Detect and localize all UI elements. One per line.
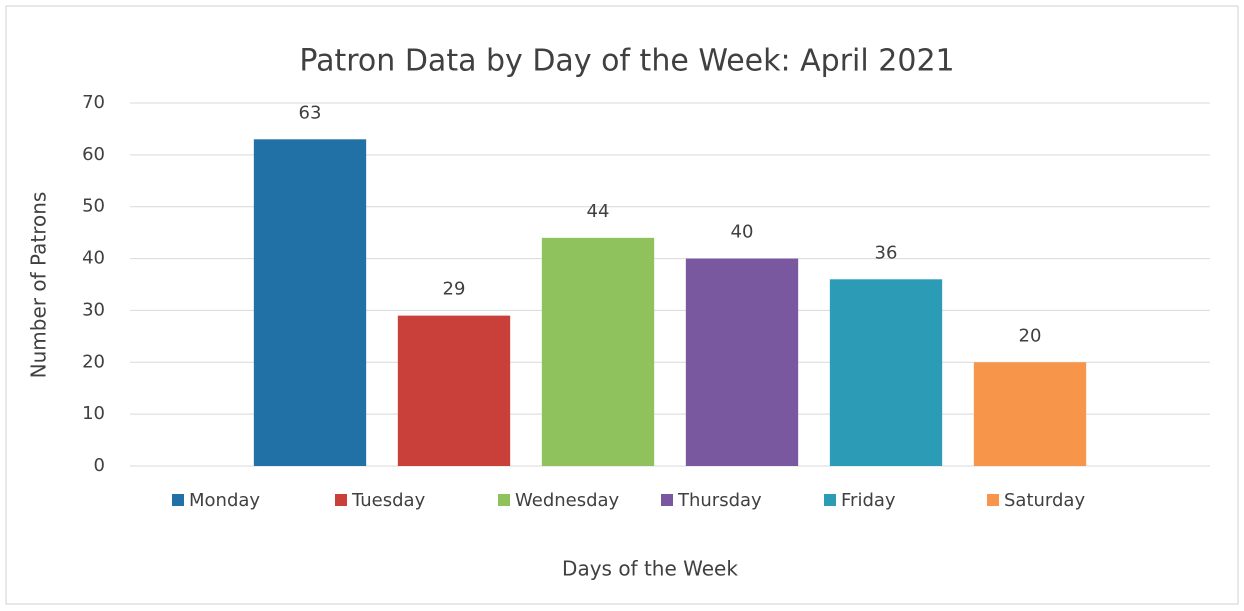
data-label: 44 [587,201,610,222]
legend-swatch [498,494,510,506]
legend-swatch [172,494,184,506]
y-tick-label: 60 [82,144,105,165]
y-tick-label: 30 [82,299,105,320]
y-tick-label: 20 [82,351,105,372]
legend-label: Tuesday [351,490,426,511]
data-label: 63 [299,102,322,123]
y-axis-label: Number of Patrons [27,192,51,379]
legend-label: Saturday [1004,490,1085,511]
data-label: 40 [731,222,754,243]
legend-swatch [987,494,999,506]
bar [541,237,655,466]
y-tick-label: 0 [94,455,105,476]
y-tick-label: 40 [82,248,105,269]
data-label: 20 [1019,325,1042,346]
bar [397,315,511,466]
y-tick-label: 70 [82,92,105,113]
bar [685,258,799,466]
y-tick-label: 50 [82,196,105,217]
data-label: 29 [443,279,466,300]
legend-label: Wednesday [515,490,620,511]
bar [253,139,367,467]
legend-swatch [824,494,836,506]
data-label: 36 [875,242,898,263]
y-tick-label: 10 [82,403,105,424]
legend-label: Friday [841,490,896,511]
legend-swatch [661,494,673,506]
legend-label: Monday [189,490,260,511]
x-axis-label: Days of the Week [562,557,738,581]
legend-swatch [335,494,347,506]
bar [829,279,943,466]
bar [973,362,1087,466]
chart-title: Patron Data by Day of the Week: April 20… [299,44,954,79]
legend-label: Thursday [677,490,762,511]
